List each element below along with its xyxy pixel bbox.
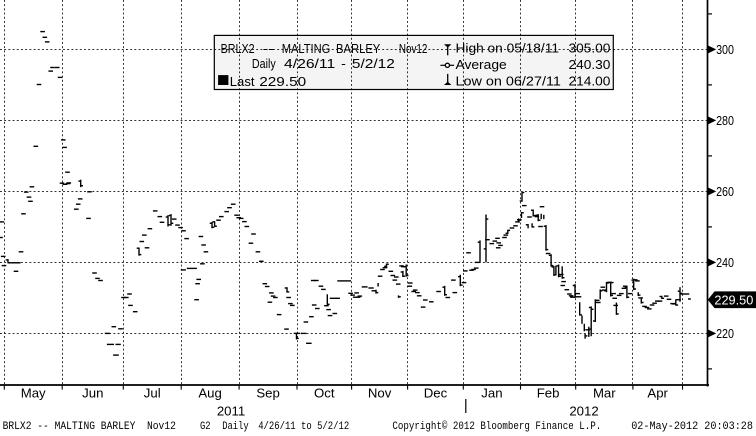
svg-text:--: -- [263, 41, 274, 56]
svg-text:02-May-2012 20:03:28: 02-May-2012 20:03:28 [631, 421, 753, 433]
svg-text:2011: 2011 [217, 404, 245, 419]
svg-text:5/2/12: 5/2/12 [352, 56, 395, 71]
svg-text:Last: Last [230, 74, 255, 89]
svg-text:4/26/11 to 5/2/12: 4/26/11 to 5/2/12 [258, 421, 349, 433]
svg-text:BARLEY: BARLEY [336, 41, 380, 56]
svg-text:BRLX2: BRLX2 [221, 41, 255, 56]
svg-text:Jul: Jul [144, 386, 161, 401]
svg-text:Nov12: Nov12 [399, 41, 428, 56]
svg-text:Average: Average [456, 57, 507, 72]
svg-text:Daily: Daily [252, 56, 276, 71]
svg-text:Dec: Dec [424, 386, 448, 401]
svg-text:Jan: Jan [481, 386, 502, 401]
svg-text:260: 260 [716, 184, 734, 199]
svg-text:305.00: 305.00 [569, 40, 611, 55]
svg-text:220: 220 [716, 326, 734, 341]
svg-text:4/26/11: 4/26/11 [284, 56, 335, 71]
svg-text:May: May [21, 386, 46, 401]
svg-text:229.50: 229.50 [259, 74, 306, 89]
svg-text:300: 300 [716, 42, 734, 57]
svg-text:280: 280 [716, 113, 734, 128]
svg-text:Nov: Nov [368, 386, 392, 401]
svg-text:MALTING: MALTING [282, 41, 331, 56]
svg-text:BRLX2 -- MALTING BARLEY Nov12: BRLX2 -- MALTING BARLEY Nov12 [3, 421, 176, 433]
svg-text:240.30: 240.30 [569, 57, 611, 72]
svg-text:G2: G2 [200, 421, 211, 433]
svg-text:-: - [341, 56, 346, 71]
svg-text:Oct: Oct [314, 386, 335, 401]
svg-text:High on 05/18/11: High on 05/18/11 [456, 40, 560, 55]
svg-text:Jun: Jun [82, 386, 103, 401]
svg-text:Daily: Daily [222, 421, 249, 433]
svg-text:Mar: Mar [593, 386, 616, 401]
svg-text:229.50: 229.50 [714, 292, 753, 307]
svg-text:Aug: Aug [198, 386, 221, 401]
svg-text:Sep: Sep [256, 386, 279, 401]
svg-text:240: 240 [716, 255, 734, 270]
svg-text:Low on 06/27/11: Low on 06/27/11 [456, 73, 561, 88]
svg-text:2012: 2012 [569, 404, 598, 419]
svg-text:Apr: Apr [647, 386, 668, 401]
svg-text:214.00: 214.00 [569, 73, 611, 88]
svg-text:Copyright© 2012 Bloomberg Fina: Copyright© 2012 Bloomberg Finance L.P. [392, 421, 601, 433]
svg-text:Feb: Feb [537, 386, 560, 401]
